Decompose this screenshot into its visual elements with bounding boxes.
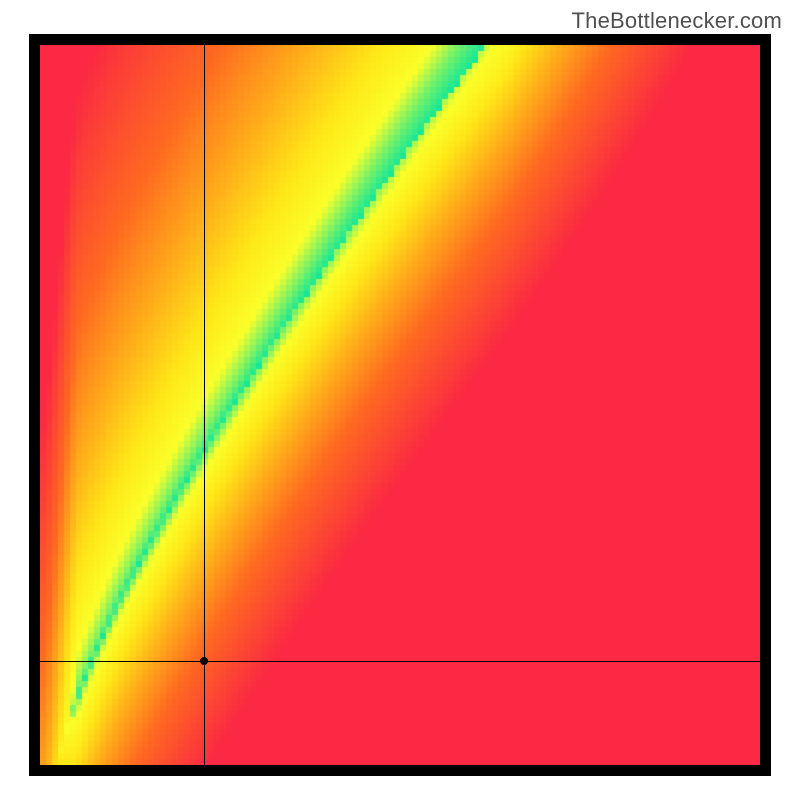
crosshair-marker bbox=[200, 657, 208, 665]
chart-container: TheBottlenecker.com bbox=[0, 0, 800, 800]
watermark-text: TheBottlenecker.com bbox=[572, 8, 782, 34]
crosshair-horizontal bbox=[40, 661, 760, 662]
heatmap-canvas bbox=[40, 45, 760, 765]
heatmap-plot bbox=[29, 34, 771, 776]
